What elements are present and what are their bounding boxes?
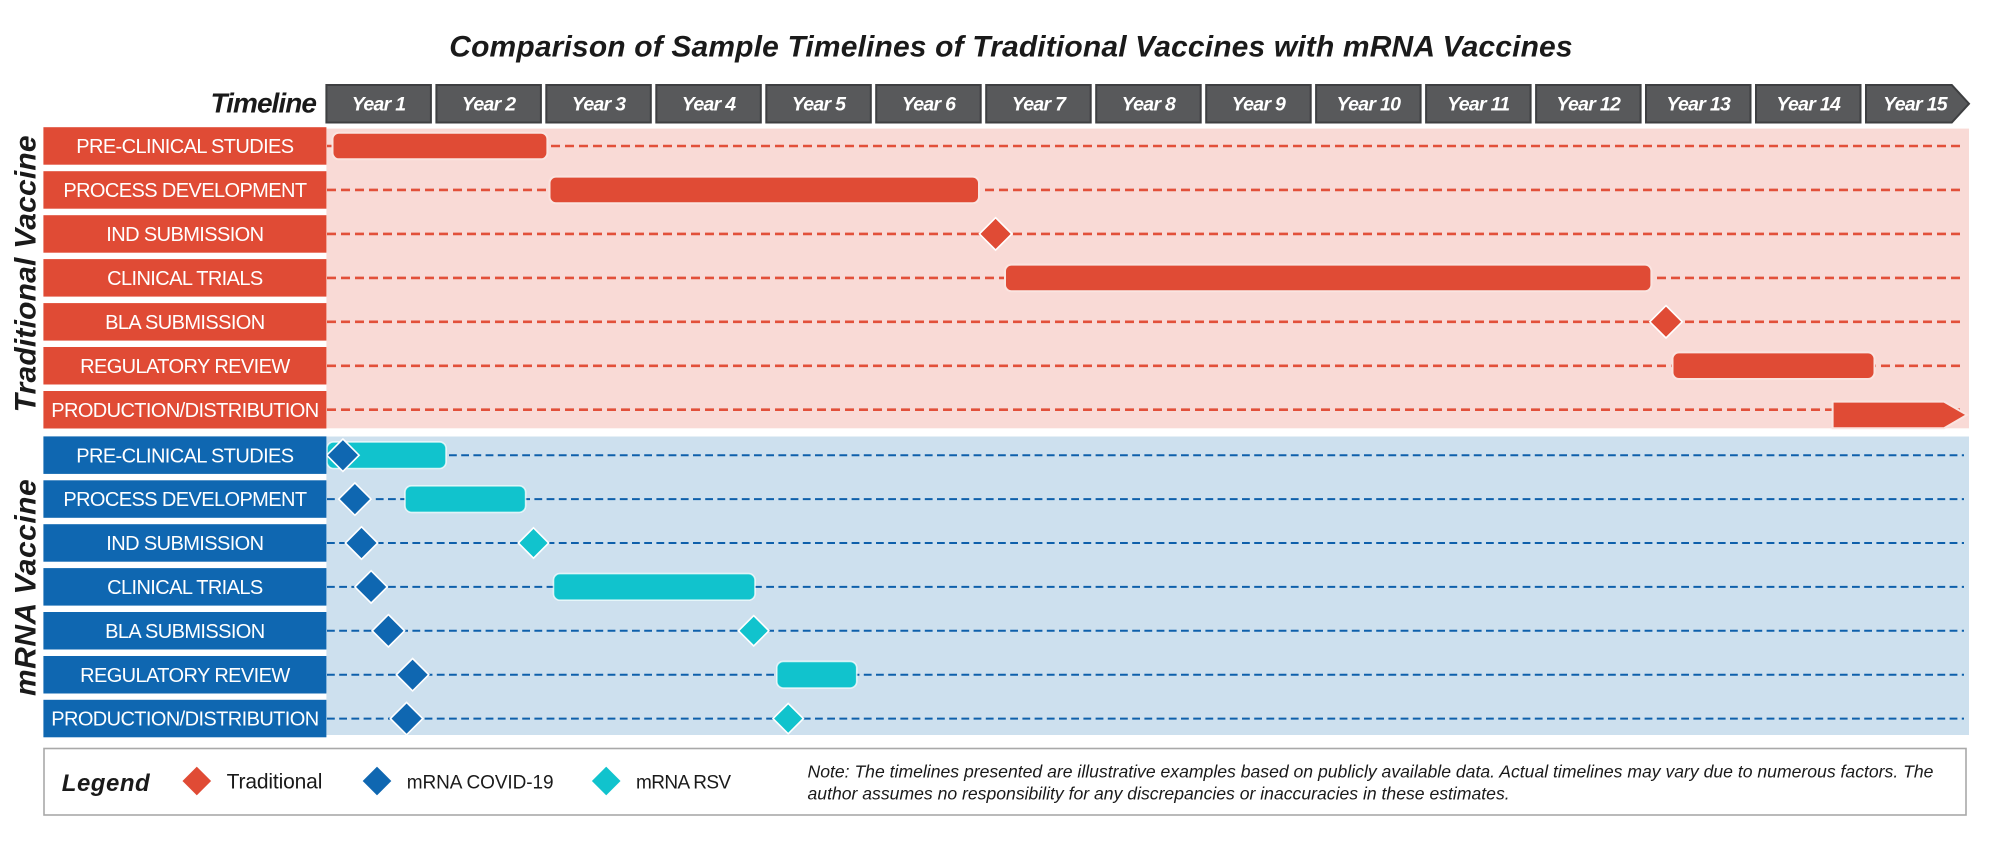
svg-text:Note: The timelines presented: Note: The timelines presented are illust… — [808, 762, 1934, 782]
svg-text:Year 4: Year 4 — [682, 94, 736, 116]
svg-text:Year 14: Year 14 — [1776, 94, 1841, 116]
svg-text:PRE-CLINICAL STUDIES: PRE-CLINICAL STUDIES — [76, 136, 294, 158]
svg-text:Year 3: Year 3 — [572, 94, 626, 116]
svg-text:CLINICAL TRIALS: CLINICAL TRIALS — [107, 577, 263, 599]
svg-text:REGULATORY REVIEW: REGULATORY REVIEW — [80, 356, 290, 378]
svg-text:Year 12: Year 12 — [1556, 94, 1621, 116]
svg-text:BLA SUBMISSION: BLA SUBMISSION — [105, 312, 264, 334]
svg-text:Year 9: Year 9 — [1232, 94, 1286, 116]
svg-text:Traditional: Traditional — [227, 770, 323, 793]
svg-text:mRNA COVID-19: mRNA COVID-19 — [407, 772, 554, 793]
svg-text:Year 5: Year 5 — [792, 94, 847, 116]
svg-text:Timeline: Timeline — [211, 88, 317, 119]
svg-text:PROCESS DEVELOPMENT: PROCESS DEVELOPMENT — [63, 489, 306, 511]
svg-text:Comparison of Sample Timelines: Comparison of Sample Timelines of Tradit… — [449, 31, 1572, 64]
svg-text:CLINICAL TRIALS: CLINICAL TRIALS — [107, 268, 263, 290]
svg-text:PRODUCTION/DISTRIBUTION: PRODUCTION/DISTRIBUTION — [51, 709, 318, 731]
svg-text:BLA SUBMISSION: BLA SUBMISSION — [105, 621, 264, 643]
svg-text:PRE-CLINICAL STUDIES: PRE-CLINICAL STUDIES — [76, 445, 294, 467]
svg-text:Year 1: Year 1 — [352, 94, 406, 116]
svg-text:author assumes no responsibili: author assumes no responsibility for any… — [808, 784, 1510, 804]
svg-text:Traditional Vaccine: Traditional Vaccine — [10, 135, 43, 412]
svg-text:Year 6: Year 6 — [902, 94, 956, 116]
svg-text:Year 10: Year 10 — [1337, 94, 1402, 116]
svg-text:Year 11: Year 11 — [1447, 94, 1509, 116]
svg-text:mRNA Vaccine: mRNA Vaccine — [10, 479, 43, 696]
svg-text:Year 15: Year 15 — [1883, 94, 1949, 116]
svg-text:Year 2: Year 2 — [462, 94, 516, 116]
svg-text:Year 8: Year 8 — [1122, 94, 1176, 116]
svg-text:REGULATORY REVIEW: REGULATORY REVIEW — [80, 665, 290, 687]
svg-text:IND SUBMISSION: IND SUBMISSION — [106, 224, 263, 246]
svg-text:Year 7: Year 7 — [1012, 94, 1067, 116]
svg-text:Legend: Legend — [62, 770, 151, 797]
svg-text:mRNA RSV: mRNA RSV — [636, 772, 731, 793]
svg-text:PROCESS DEVELOPMENT: PROCESS DEVELOPMENT — [63, 180, 306, 202]
svg-text:PRODUCTION/DISTRIBUTION: PRODUCTION/DISTRIBUTION — [51, 400, 318, 422]
svg-text:Year 13: Year 13 — [1666, 94, 1731, 116]
svg-text:IND SUBMISSION: IND SUBMISSION — [106, 533, 263, 555]
